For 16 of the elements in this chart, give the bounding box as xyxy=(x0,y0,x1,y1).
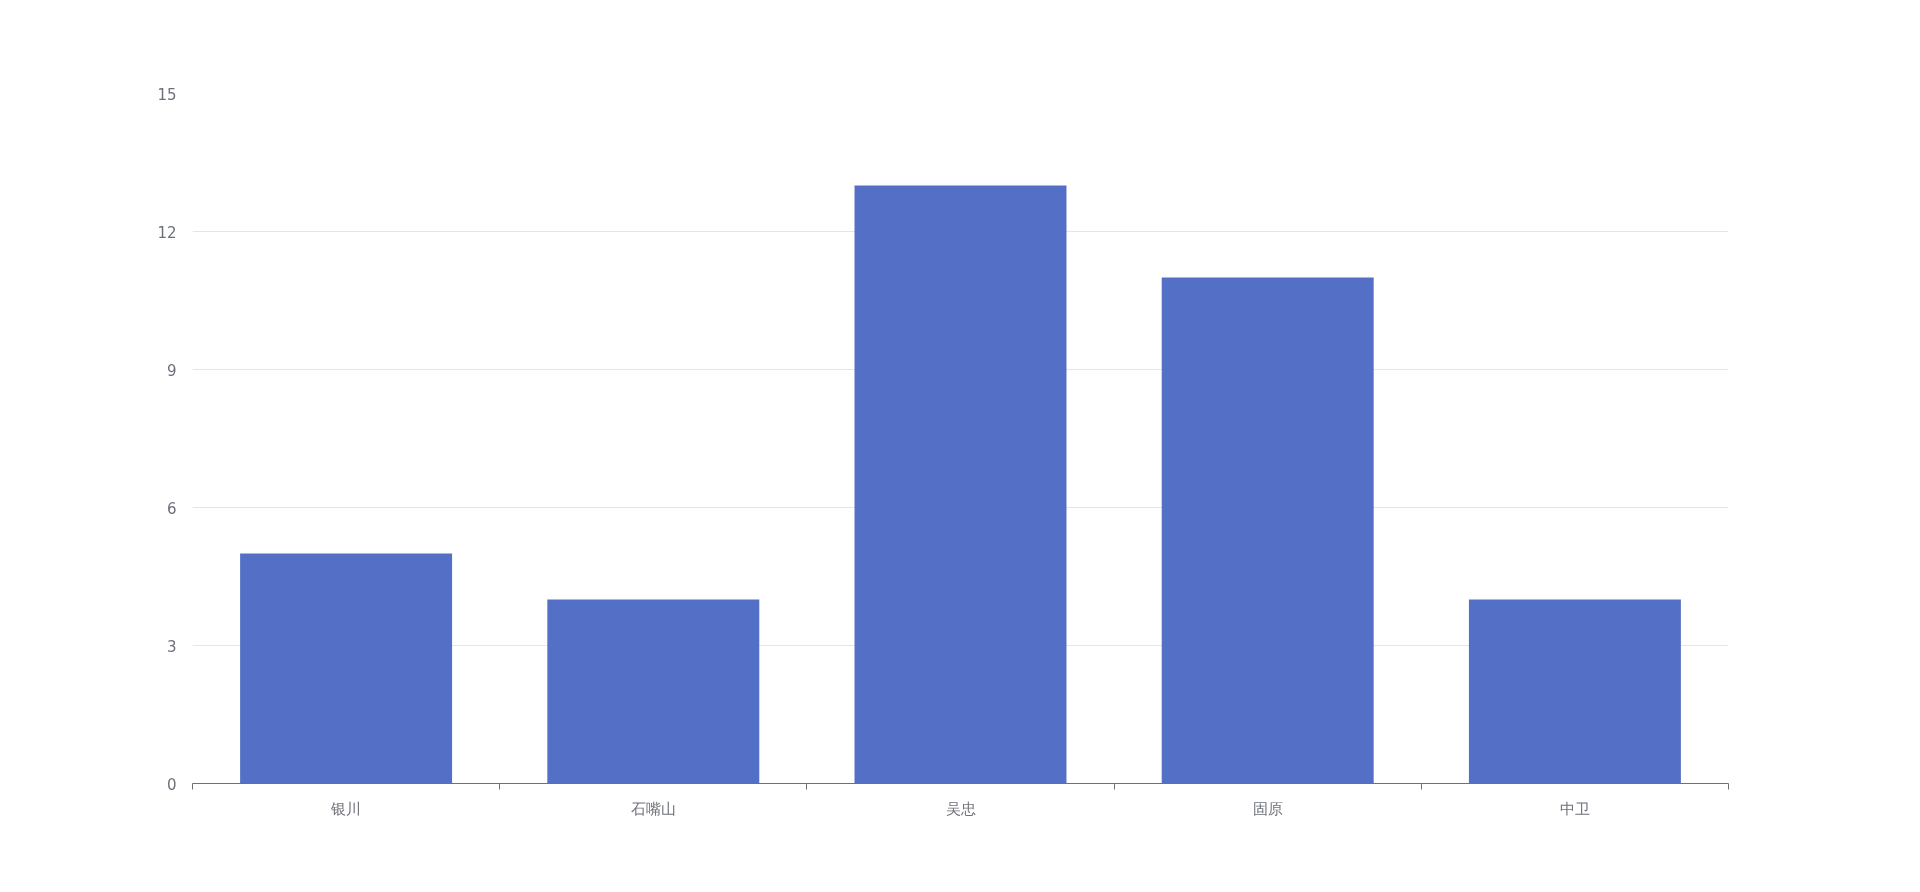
x-tick-label: 石嘴山 xyxy=(630,799,676,818)
x-tick-label: 吴忠 xyxy=(945,799,976,818)
bar xyxy=(547,599,760,784)
bar xyxy=(1161,277,1374,784)
x-tick-label: 银川 xyxy=(330,799,362,818)
y-tick-label: 0 xyxy=(166,775,177,794)
y-tick-label: 15 xyxy=(157,85,177,104)
bar xyxy=(854,185,1067,784)
x-tick-label: 固原 xyxy=(1252,799,1283,818)
y-tick-label: 12 xyxy=(157,223,177,242)
bar xyxy=(240,553,453,784)
y-tick-label: 3 xyxy=(166,637,177,656)
bar xyxy=(1468,599,1681,784)
y-tick-label: 9 xyxy=(166,361,177,380)
x-tick-label: 中卫 xyxy=(1559,799,1590,818)
y-tick-label: 6 xyxy=(166,499,177,518)
